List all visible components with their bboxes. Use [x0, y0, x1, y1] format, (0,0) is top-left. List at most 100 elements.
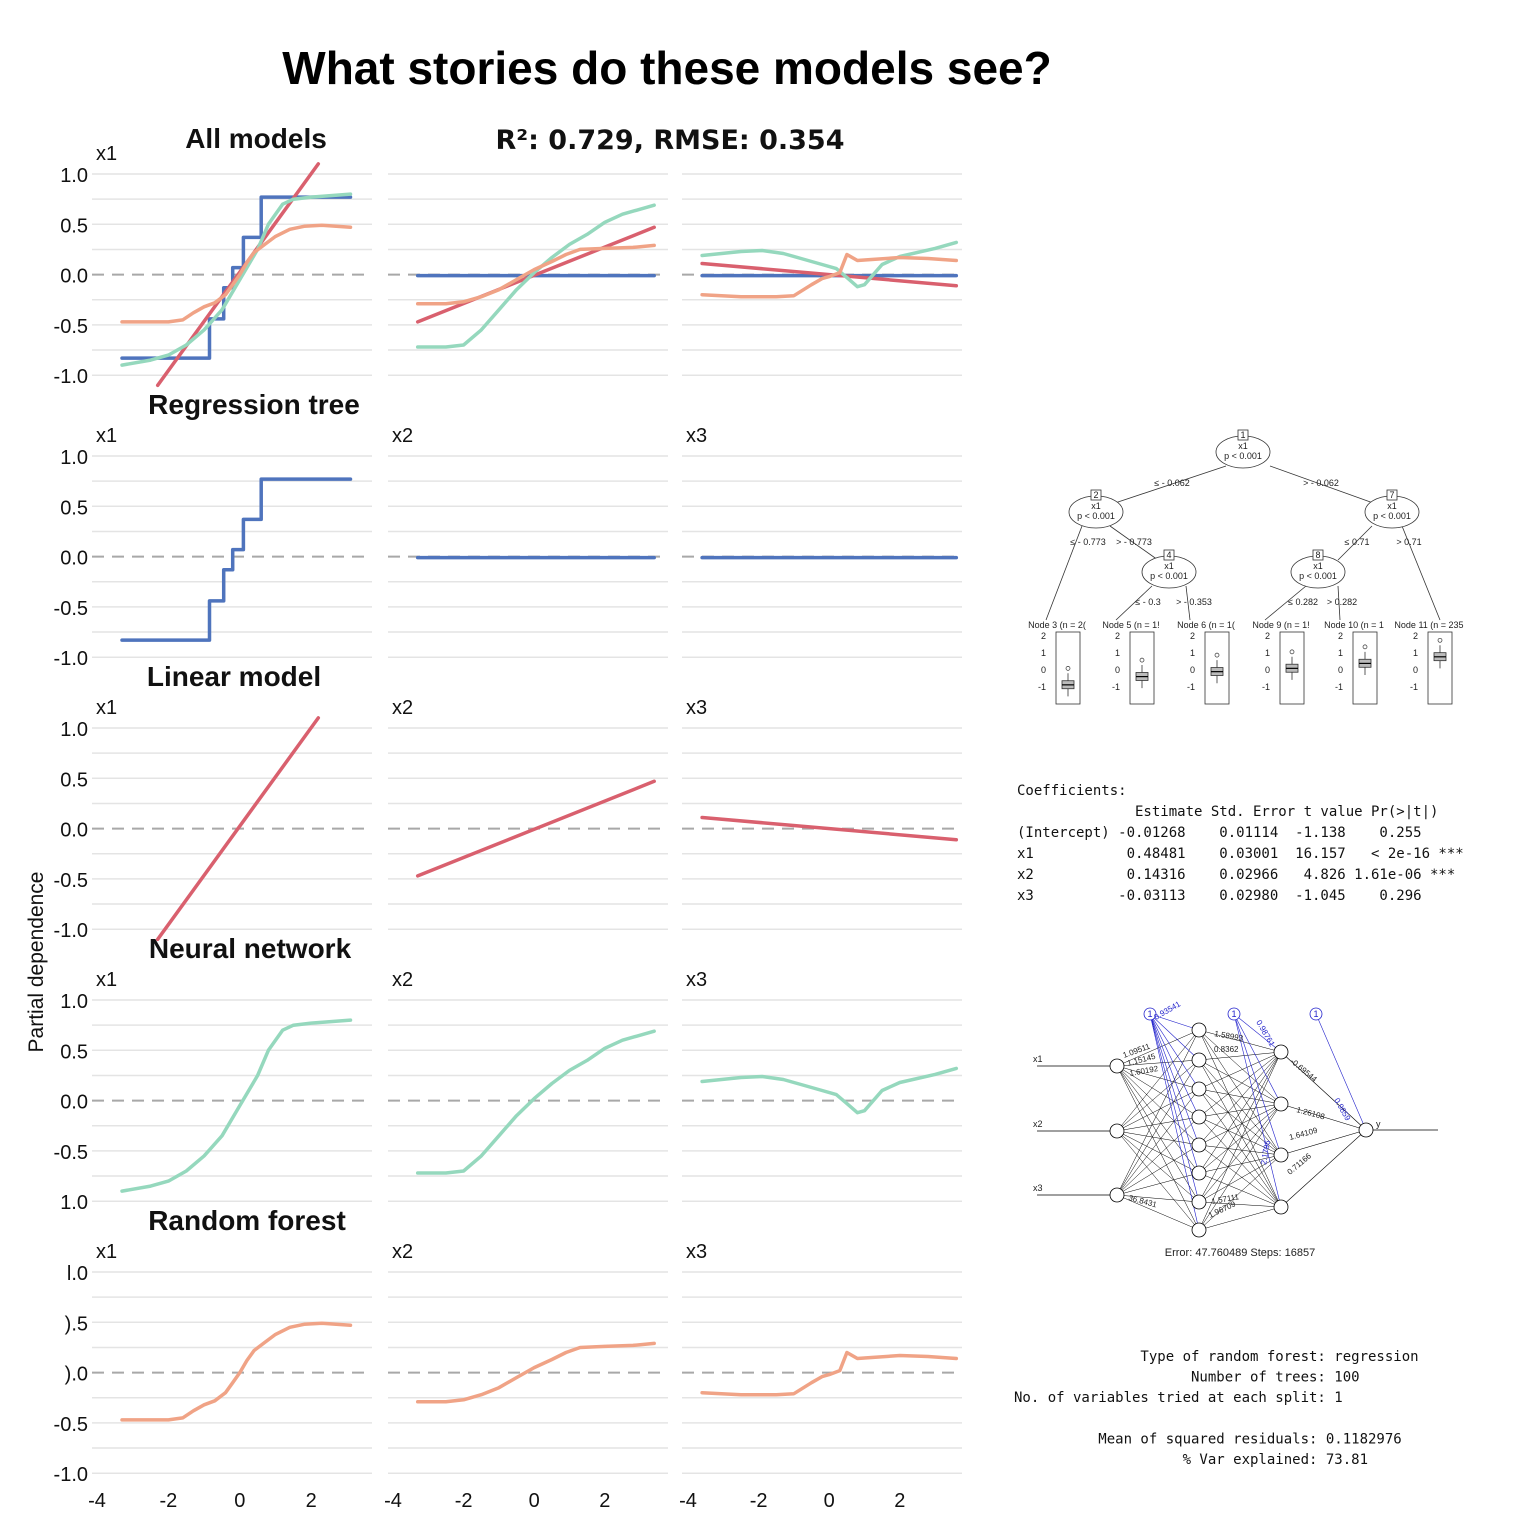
row-title: Regression tree — [148, 389, 360, 420]
edge-label: ≤ 0.71 — [1345, 537, 1370, 547]
x-tick-label: 2 — [306, 1490, 317, 1512]
nn-hidden-node — [1273, 1096, 1289, 1112]
coef-line: x3 -0.03113 0.02980 -1.045 0.296 — [1017, 888, 1455, 904]
nn-hidden-node — [1273, 1147, 1289, 1163]
nn-edge — [1198, 1051, 1282, 1118]
y-tick-label: l.0 — [67, 1263, 88, 1285]
x-tick-label: -4 — [679, 1490, 697, 1512]
nn-bias-label: 1 — [1231, 1009, 1236, 1019]
nn-hidden-node — [1191, 1052, 1207, 1068]
facet-label: x1 — [96, 697, 117, 719]
facet-label: x1 — [96, 969, 117, 991]
row-title: Neural network — [149, 933, 352, 964]
panel-row-4: Neural network 1.0 0.5 0.0 -0.5 1.0 x1 x2 x3 — [54, 933, 962, 1214]
nn-edge — [1116, 1130, 1200, 1203]
tree-edge — [1111, 465, 1227, 505]
leaf-outlier — [1065, 665, 1071, 671]
nn-bias-node — [1227, 1007, 1241, 1021]
node-id: 2 — [1093, 490, 1098, 500]
nn-edge — [1116, 1194, 1200, 1203]
nn-edge — [1198, 1059, 1282, 1105]
panel-row-3: Linear model 1.0 0.5 0.0 -0.5 -1.0 x1 x2 x3 — [54, 661, 962, 942]
nn-weight: 1.64109 — [1288, 1126, 1319, 1142]
node-pvalue: p < 0.001 — [1224, 451, 1262, 461]
panel-row-5: Random forest l.0).5).0 -0.5 -1.0 x1 x2 x3 — [54, 1205, 962, 1486]
facet-label: x3 — [686, 969, 707, 991]
leaf-tick: 2 — [1041, 631, 1046, 641]
y-tick-label: 0.0 — [60, 1092, 88, 1114]
y-tick-label: 0.5 — [60, 215, 88, 237]
leaf-frame — [1352, 631, 1378, 705]
leaf-outlier — [1437, 637, 1443, 643]
y-tick-label: 0.5 — [60, 769, 88, 791]
leaf-tick: 1 — [1265, 648, 1270, 658]
nn-input-node — [1109, 1123, 1125, 1139]
nn-edge — [1198, 1116, 1282, 1156]
panel-2-x3: x3 — [682, 425, 962, 658]
y-tick-label: 1.0 — [60, 1192, 88, 1214]
nn-edge — [1198, 1088, 1282, 1156]
rf-line: Type of random forest: regression — [1014, 1349, 1419, 1365]
nn-edge — [1280, 1051, 1367, 1131]
leaf-tick: 0 — [1115, 665, 1120, 675]
x-tick-label: 2 — [894, 1490, 905, 1512]
nn-curve-x1 — [120, 192, 353, 367]
nn-bias-label: 1 — [1313, 1009, 1318, 1019]
leaf-tick: 0 — [1190, 665, 1195, 675]
panel-3-x2: x2 — [388, 697, 668, 930]
edge-label: ≤ 0.282 — [1288, 597, 1318, 607]
nn-edge — [1198, 1144, 1282, 1208]
nn-curve-x1 — [120, 1018, 353, 1193]
tree-curve-x1 — [120, 477, 353, 642]
linear-model-coefficients: Coefficients: Estimate Std. Error t valu… — [1017, 783, 1472, 904]
leaf-title: Node 5 (n = 1! — [1102, 620, 1159, 630]
leaf-frame — [1279, 631, 1305, 705]
nn-edge — [1198, 1154, 1282, 1174]
node-variable: x1 — [1091, 501, 1101, 511]
tree-edge — [1264, 585, 1307, 621]
y-tick-label: 0.5 — [60, 1041, 88, 1063]
nn-bias-edge — [1149, 1013, 1200, 1118]
edge-label: > - 0.773 — [1116, 537, 1152, 547]
tree-edge — [1045, 525, 1083, 621]
leaf-title: Node 6 (n = 1( — [1177, 620, 1235, 630]
y-tick-label: 0.0 — [60, 548, 88, 570]
tree-leaf-4: Node 9 (n = 1!2 1 0 -1 — [1252, 620, 1310, 705]
nn-bias-edge — [1233, 1013, 1282, 1208]
nn-bias-node — [1309, 1007, 1323, 1021]
coef-line: x1 0.48481 0.03001 16.157 < 2e-16 *** — [1017, 846, 1464, 862]
y-tick-label: 1.0 — [60, 719, 88, 741]
rf-curve-x3 — [700, 252, 959, 299]
nn-bias-weight: 0.93541 — [1153, 999, 1183, 1022]
tree-edge — [1185, 585, 1191, 621]
leaf-tick: 1 — [1190, 648, 1195, 658]
panel-1-x1: x1 — [92, 143, 372, 388]
nn-edge — [1198, 1088, 1282, 1105]
rf-curve-x3 — [700, 1350, 959, 1397]
leaf-tick: 2 — [1115, 631, 1120, 641]
nn-edge — [1116, 1116, 1200, 1132]
nn-bias-edge — [1149, 1013, 1200, 1174]
tree-edge — [1337, 585, 1341, 621]
edge-label: ≤ - 0.773 — [1070, 537, 1105, 547]
panel-3-x3: x3 — [682, 697, 962, 930]
rf-curve-x1 — [120, 223, 353, 324]
nn-edge — [1198, 1059, 1282, 1156]
linear-curve-x3 — [700, 815, 959, 842]
y-tick-label: -1.0 — [54, 648, 88, 670]
nn-hidden-node — [1191, 1165, 1207, 1181]
y-tick-label: ).0 — [65, 1364, 88, 1386]
x-tick-label: 0 — [824, 1490, 835, 1512]
nn-edge — [1116, 1059, 1200, 1196]
y-tick-label: 1.0 — [60, 447, 88, 469]
nn-output-label: y — [1376, 1119, 1381, 1129]
node-pvalue: p < 0.001 — [1299, 571, 1337, 581]
y-axis-label: Partial dependence — [25, 872, 48, 1053]
nn-edge — [1116, 1029, 1200, 1196]
facet-label: x3 — [686, 1241, 707, 1263]
panel-2-x2: x2 — [388, 425, 668, 658]
node-id-box — [1237, 429, 1249, 441]
nn-input-label: x3 — [1033, 1183, 1043, 1193]
